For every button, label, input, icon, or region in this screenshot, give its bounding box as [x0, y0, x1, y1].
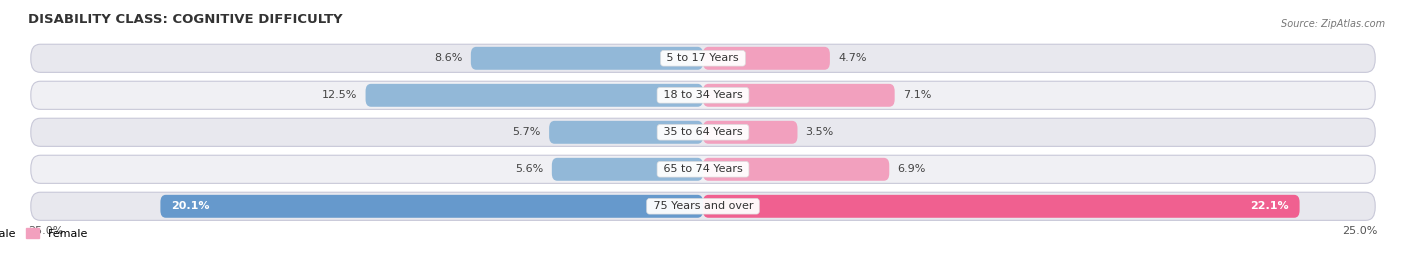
FancyBboxPatch shape — [550, 121, 703, 144]
Text: 6.9%: 6.9% — [897, 164, 925, 174]
FancyBboxPatch shape — [703, 47, 830, 70]
FancyBboxPatch shape — [31, 44, 1375, 72]
FancyBboxPatch shape — [703, 121, 797, 144]
Text: 20.1%: 20.1% — [172, 201, 209, 211]
Text: 5.7%: 5.7% — [513, 127, 541, 137]
Text: 5 to 17 Years: 5 to 17 Years — [664, 53, 742, 63]
Text: 12.5%: 12.5% — [322, 90, 357, 100]
FancyBboxPatch shape — [551, 158, 703, 181]
Text: DISABILITY CLASS: COGNITIVE DIFFICULTY: DISABILITY CLASS: COGNITIVE DIFFICULTY — [28, 13, 343, 26]
FancyBboxPatch shape — [471, 47, 703, 70]
FancyBboxPatch shape — [31, 118, 1375, 146]
Legend: Male, Female: Male, Female — [0, 228, 89, 239]
Text: 7.1%: 7.1% — [903, 90, 931, 100]
Text: 3.5%: 3.5% — [806, 127, 834, 137]
FancyBboxPatch shape — [31, 155, 1375, 183]
FancyBboxPatch shape — [160, 195, 703, 218]
FancyBboxPatch shape — [366, 84, 703, 107]
FancyBboxPatch shape — [703, 84, 894, 107]
Text: 75 Years and over: 75 Years and over — [650, 201, 756, 211]
FancyBboxPatch shape — [703, 158, 889, 181]
Text: 5.6%: 5.6% — [516, 164, 544, 174]
Text: 35 to 64 Years: 35 to 64 Years — [659, 127, 747, 137]
Text: 65 to 74 Years: 65 to 74 Years — [659, 164, 747, 174]
FancyBboxPatch shape — [703, 195, 1299, 218]
Text: 25.0%: 25.0% — [28, 227, 63, 237]
Text: 18 to 34 Years: 18 to 34 Years — [659, 90, 747, 100]
Text: 25.0%: 25.0% — [1343, 227, 1378, 237]
Text: 22.1%: 22.1% — [1250, 201, 1289, 211]
FancyBboxPatch shape — [31, 81, 1375, 109]
Text: Source: ZipAtlas.com: Source: ZipAtlas.com — [1281, 19, 1385, 29]
Text: 8.6%: 8.6% — [434, 53, 463, 63]
FancyBboxPatch shape — [31, 192, 1375, 220]
Text: 4.7%: 4.7% — [838, 53, 866, 63]
